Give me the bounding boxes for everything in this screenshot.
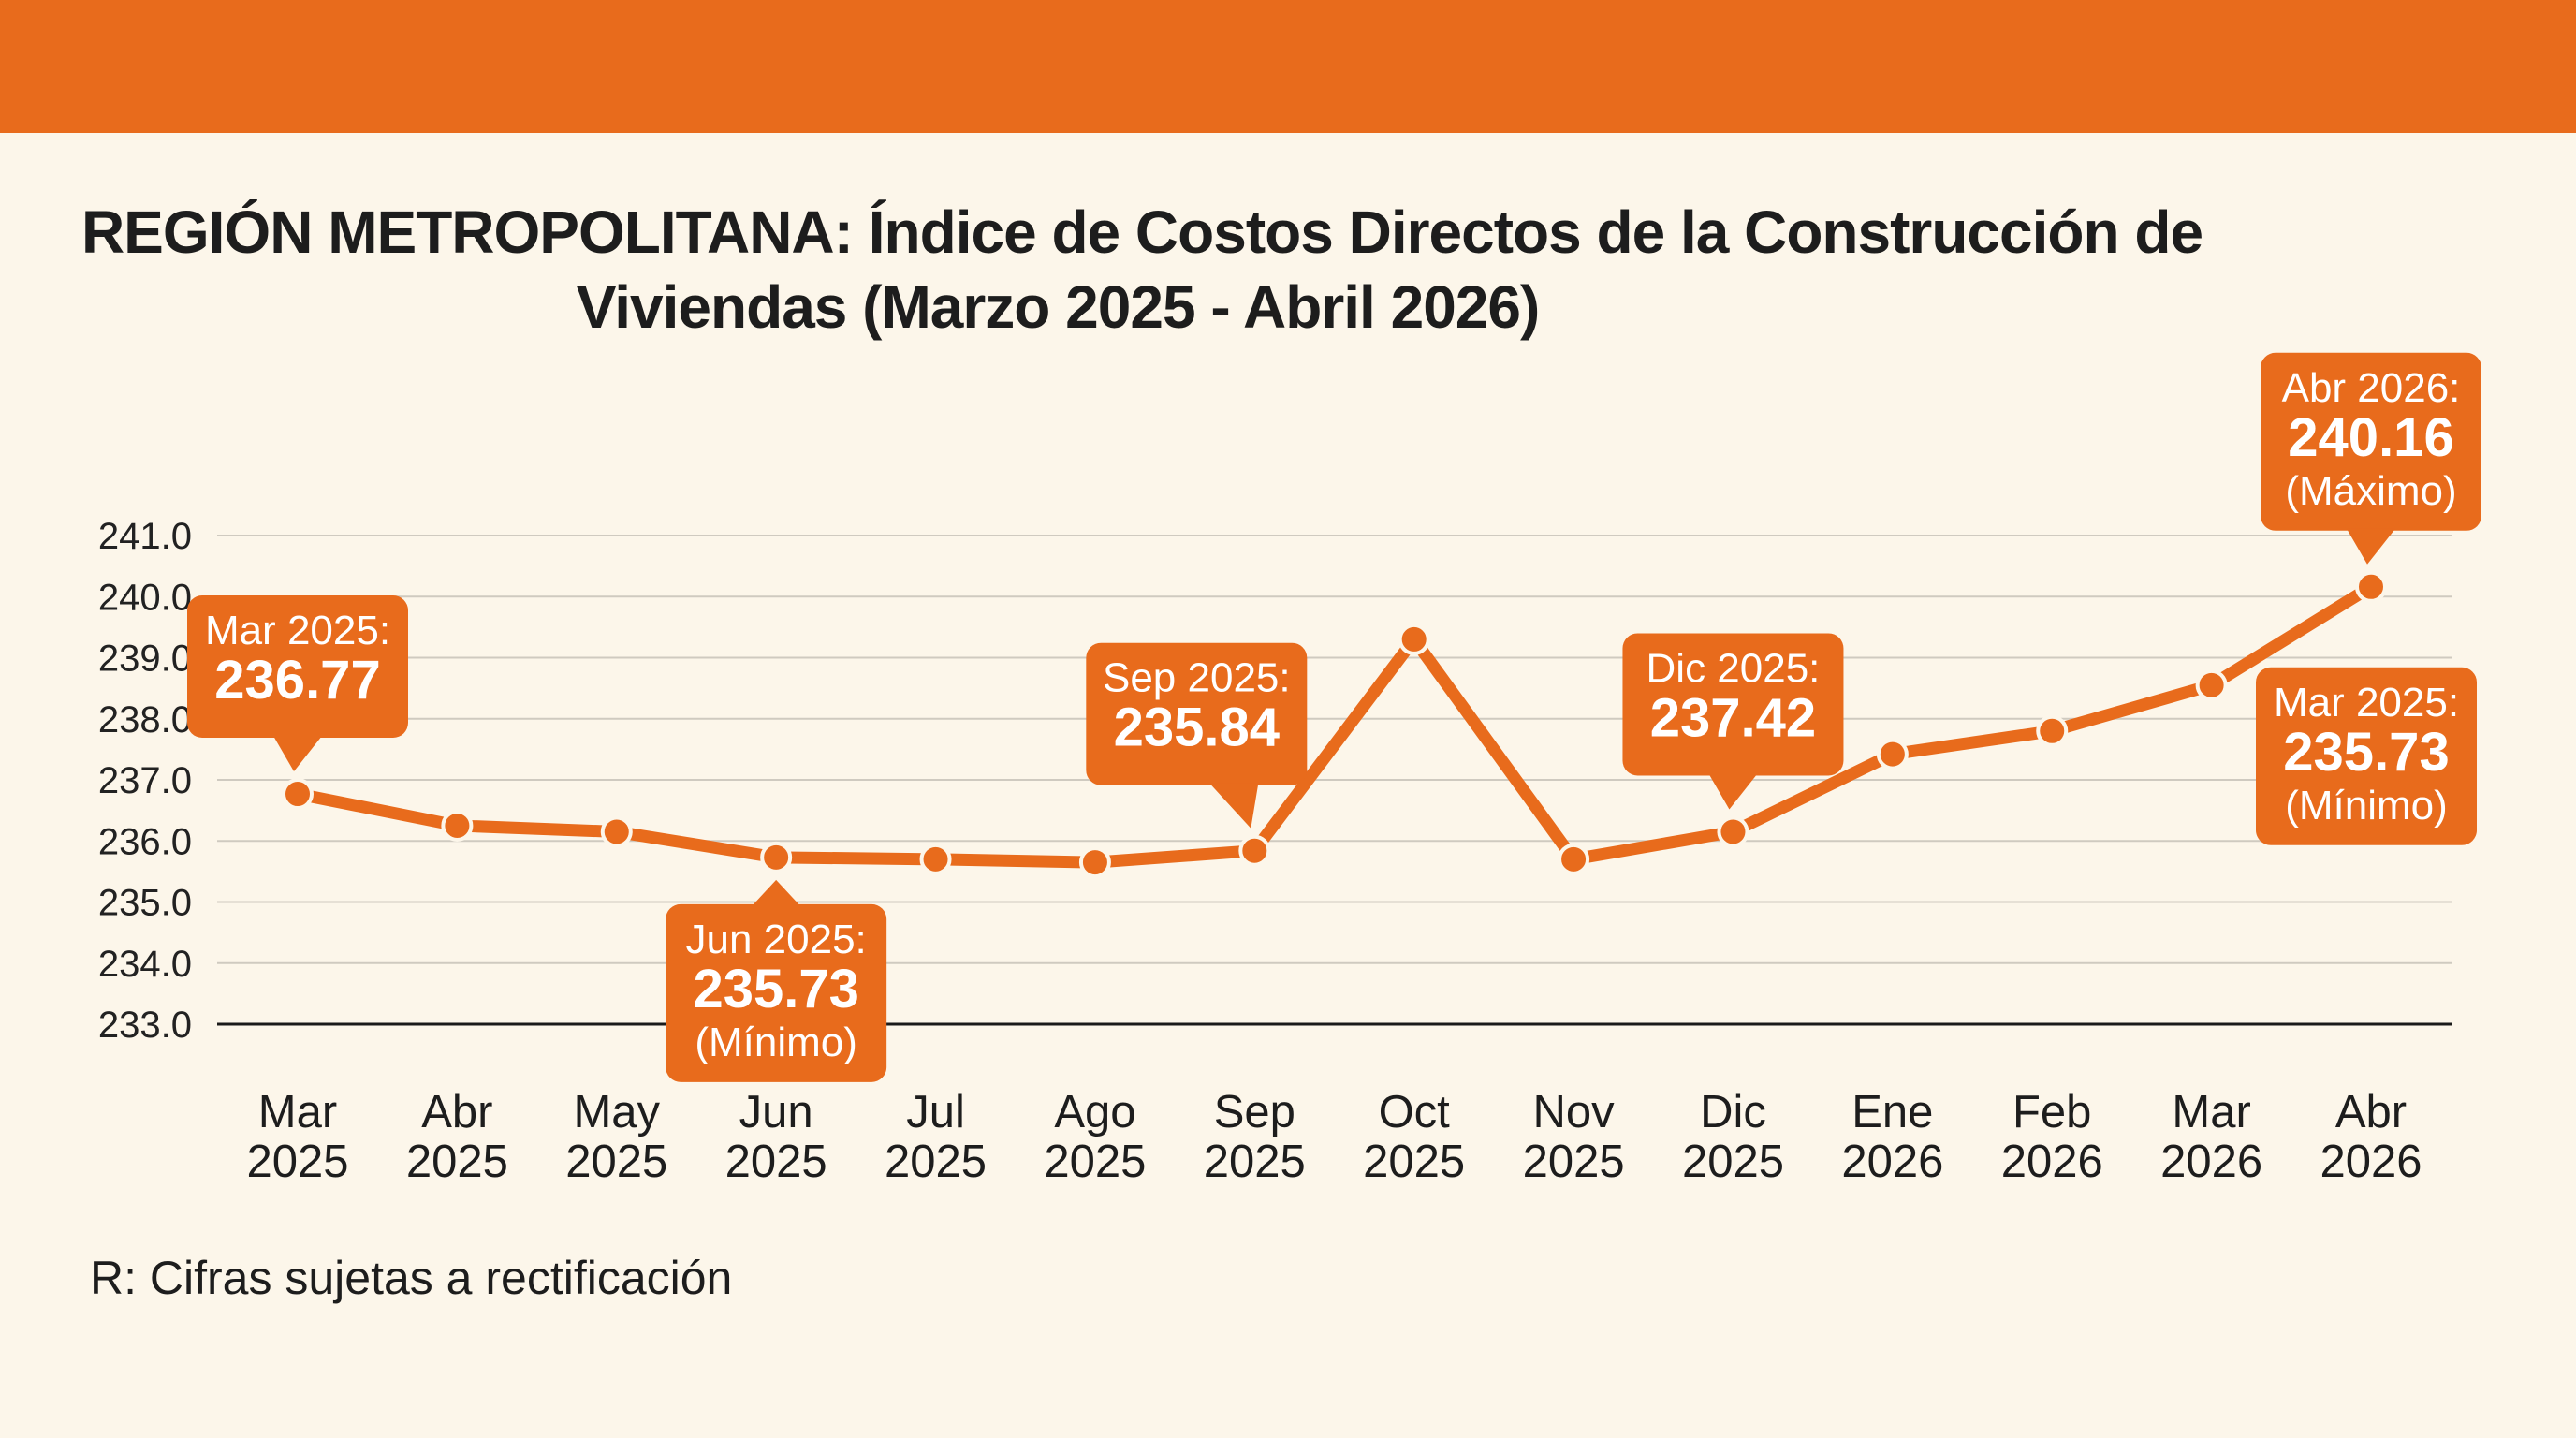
x-tick-label: Sep <box>1214 1087 1295 1137</box>
data-point <box>441 809 474 842</box>
y-tick-label: 239.0 <box>98 638 192 680</box>
callout-box <box>1622 633 1844 776</box>
data-point <box>1238 834 1271 867</box>
data-point <box>600 815 633 848</box>
x-axis-ticks: Mar2025Abr2025May2025Jun2025Jul2025Ago20… <box>246 1087 2422 1187</box>
callout-pointer <box>273 736 322 772</box>
callout-sub: (Mínimo) <box>695 1020 857 1065</box>
data-point <box>1717 815 1749 848</box>
x-tick-label: Oct <box>1379 1087 1451 1137</box>
callout-value: 240.16 <box>2288 407 2453 468</box>
x-tick-label: 2025 <box>1044 1137 1146 1187</box>
x-tick-label: Dic <box>1700 1087 1766 1137</box>
callout-value: 235.73 <box>693 959 858 1020</box>
callout-mar2025-13: Mar 2025:235.73(Mínimo) <box>2256 667 2477 845</box>
y-tick-label: 238.0 <box>98 699 192 741</box>
x-tick-label: 2026 <box>2320 1137 2422 1187</box>
callout-label: Dic 2025: <box>1647 645 1821 691</box>
x-tick-label: 2026 <box>1841 1137 1943 1187</box>
x-tick-label: 2025 <box>885 1137 987 1187</box>
x-tick-label: Feb <box>2012 1087 2091 1137</box>
data-point <box>2036 714 2069 747</box>
y-tick-label: 241.0 <box>98 516 192 557</box>
data-point <box>1876 738 1909 770</box>
x-tick-label: Ago <box>1054 1087 1135 1137</box>
data-point <box>760 841 793 873</box>
x-tick-label: May <box>573 1087 660 1137</box>
data-point <box>1558 843 1590 875</box>
data-point <box>1398 623 1430 655</box>
x-tick-label: 2025 <box>1523 1137 1625 1187</box>
callout-pointer <box>2347 528 2395 565</box>
series-points <box>282 570 2387 879</box>
callout-label: Mar 2025: <box>2274 680 2459 726</box>
header-band <box>0 0 2576 133</box>
x-tick-label: 2026 <box>2160 1137 2262 1187</box>
y-tick-label: 233.0 <box>98 1005 192 1046</box>
callout-mar2025-0: Mar 2025:236.77 <box>187 595 408 772</box>
chart-title: REGIÓN METROPOLITANA: Índice de Costos D… <box>0 195 2284 345</box>
callout-value: 236.77 <box>214 650 380 711</box>
x-tick-label: Jun <box>739 1087 813 1137</box>
footnote: R: Cifras sujetas a rectificación <box>90 1252 733 1304</box>
y-tick-label: 236.0 <box>98 821 192 862</box>
callout-box <box>2256 667 2477 845</box>
callout-value: 235.84 <box>1114 697 1280 758</box>
y-tick-label: 235.0 <box>98 883 192 924</box>
x-tick-label: Ene <box>1852 1087 1933 1137</box>
x-tick-label: Nov <box>1533 1087 1616 1137</box>
x-tick-label: 2025 <box>725 1137 827 1187</box>
chart-title-line-1: REGIÓN METROPOLITANA: Índice de Costos D… <box>80 198 2203 266</box>
x-tick-label: Abr <box>421 1087 492 1137</box>
data-point <box>1078 846 1111 879</box>
x-tick-label: Mar <box>258 1087 337 1137</box>
data-point <box>282 778 314 811</box>
callout-box <box>1086 642 1308 785</box>
callout-label: Jun 2025: <box>686 917 867 962</box>
x-tick-label: 2025 <box>1363 1137 1465 1187</box>
callout-sep2025-6: Sep 2025:235.84 <box>1086 642 1308 829</box>
callout-box <box>187 595 408 739</box>
callout-pointer <box>1708 773 1758 810</box>
callout-box <box>666 903 887 1082</box>
x-tick-label: 2025 <box>1682 1137 1784 1187</box>
callout-jun2025-3: Jun 2025:235.73(Mínimo) <box>666 879 887 1082</box>
x-tick-label: Mar <box>2172 1087 2250 1137</box>
x-tick-label: 2025 <box>406 1137 508 1187</box>
callout-label: Mar 2025: <box>205 608 390 653</box>
callout-value: 237.42 <box>1650 687 1816 748</box>
chart-title-line-2: Viviendas (Marzo 2025 - Abril 2026) <box>576 273 1541 341</box>
callout-pointer <box>752 879 801 906</box>
data-point <box>2355 570 2387 603</box>
x-tick-label: 2025 <box>1204 1137 1306 1187</box>
callout-abr2026-13: Abr 2026:240.16(Máximo) <box>2261 352 2481 565</box>
gridlines <box>217 535 2452 1026</box>
x-tick-label: Jul <box>906 1087 965 1137</box>
callout-box <box>2261 352 2481 531</box>
x-tick-label: Abr <box>2335 1087 2407 1137</box>
series-line <box>291 580 2378 869</box>
y-axis-ticks: 241.0 240.0 239.0 238.0 237.0 236.0 235.0 234.0… <box>98 516 192 1046</box>
callout-value: 235.73 <box>2283 722 2449 783</box>
series-polyline <box>291 580 2378 869</box>
callout-pointer <box>1209 783 1259 829</box>
y-tick-label: 234.0 <box>98 944 192 985</box>
data-point <box>2195 668 2228 701</box>
y-tick-label: 240.0 <box>98 577 192 618</box>
x-tick-label: 2026 <box>2001 1137 2103 1187</box>
callout-sub: (Máximo) <box>2285 468 2456 514</box>
callout-sub: (Mínimo) <box>2285 783 2448 829</box>
callout-label: Abr 2026: <box>2282 365 2461 411</box>
callout-label: Sep 2025: <box>1103 655 1291 701</box>
callout-dic2025-9: Dic 2025:237.42 <box>1622 633 1844 810</box>
data-point <box>919 843 952 875</box>
y-tick-label: 237.0 <box>98 760 192 801</box>
x-tick-label: 2025 <box>565 1137 667 1187</box>
x-tick-label: 2025 <box>246 1137 348 1187</box>
